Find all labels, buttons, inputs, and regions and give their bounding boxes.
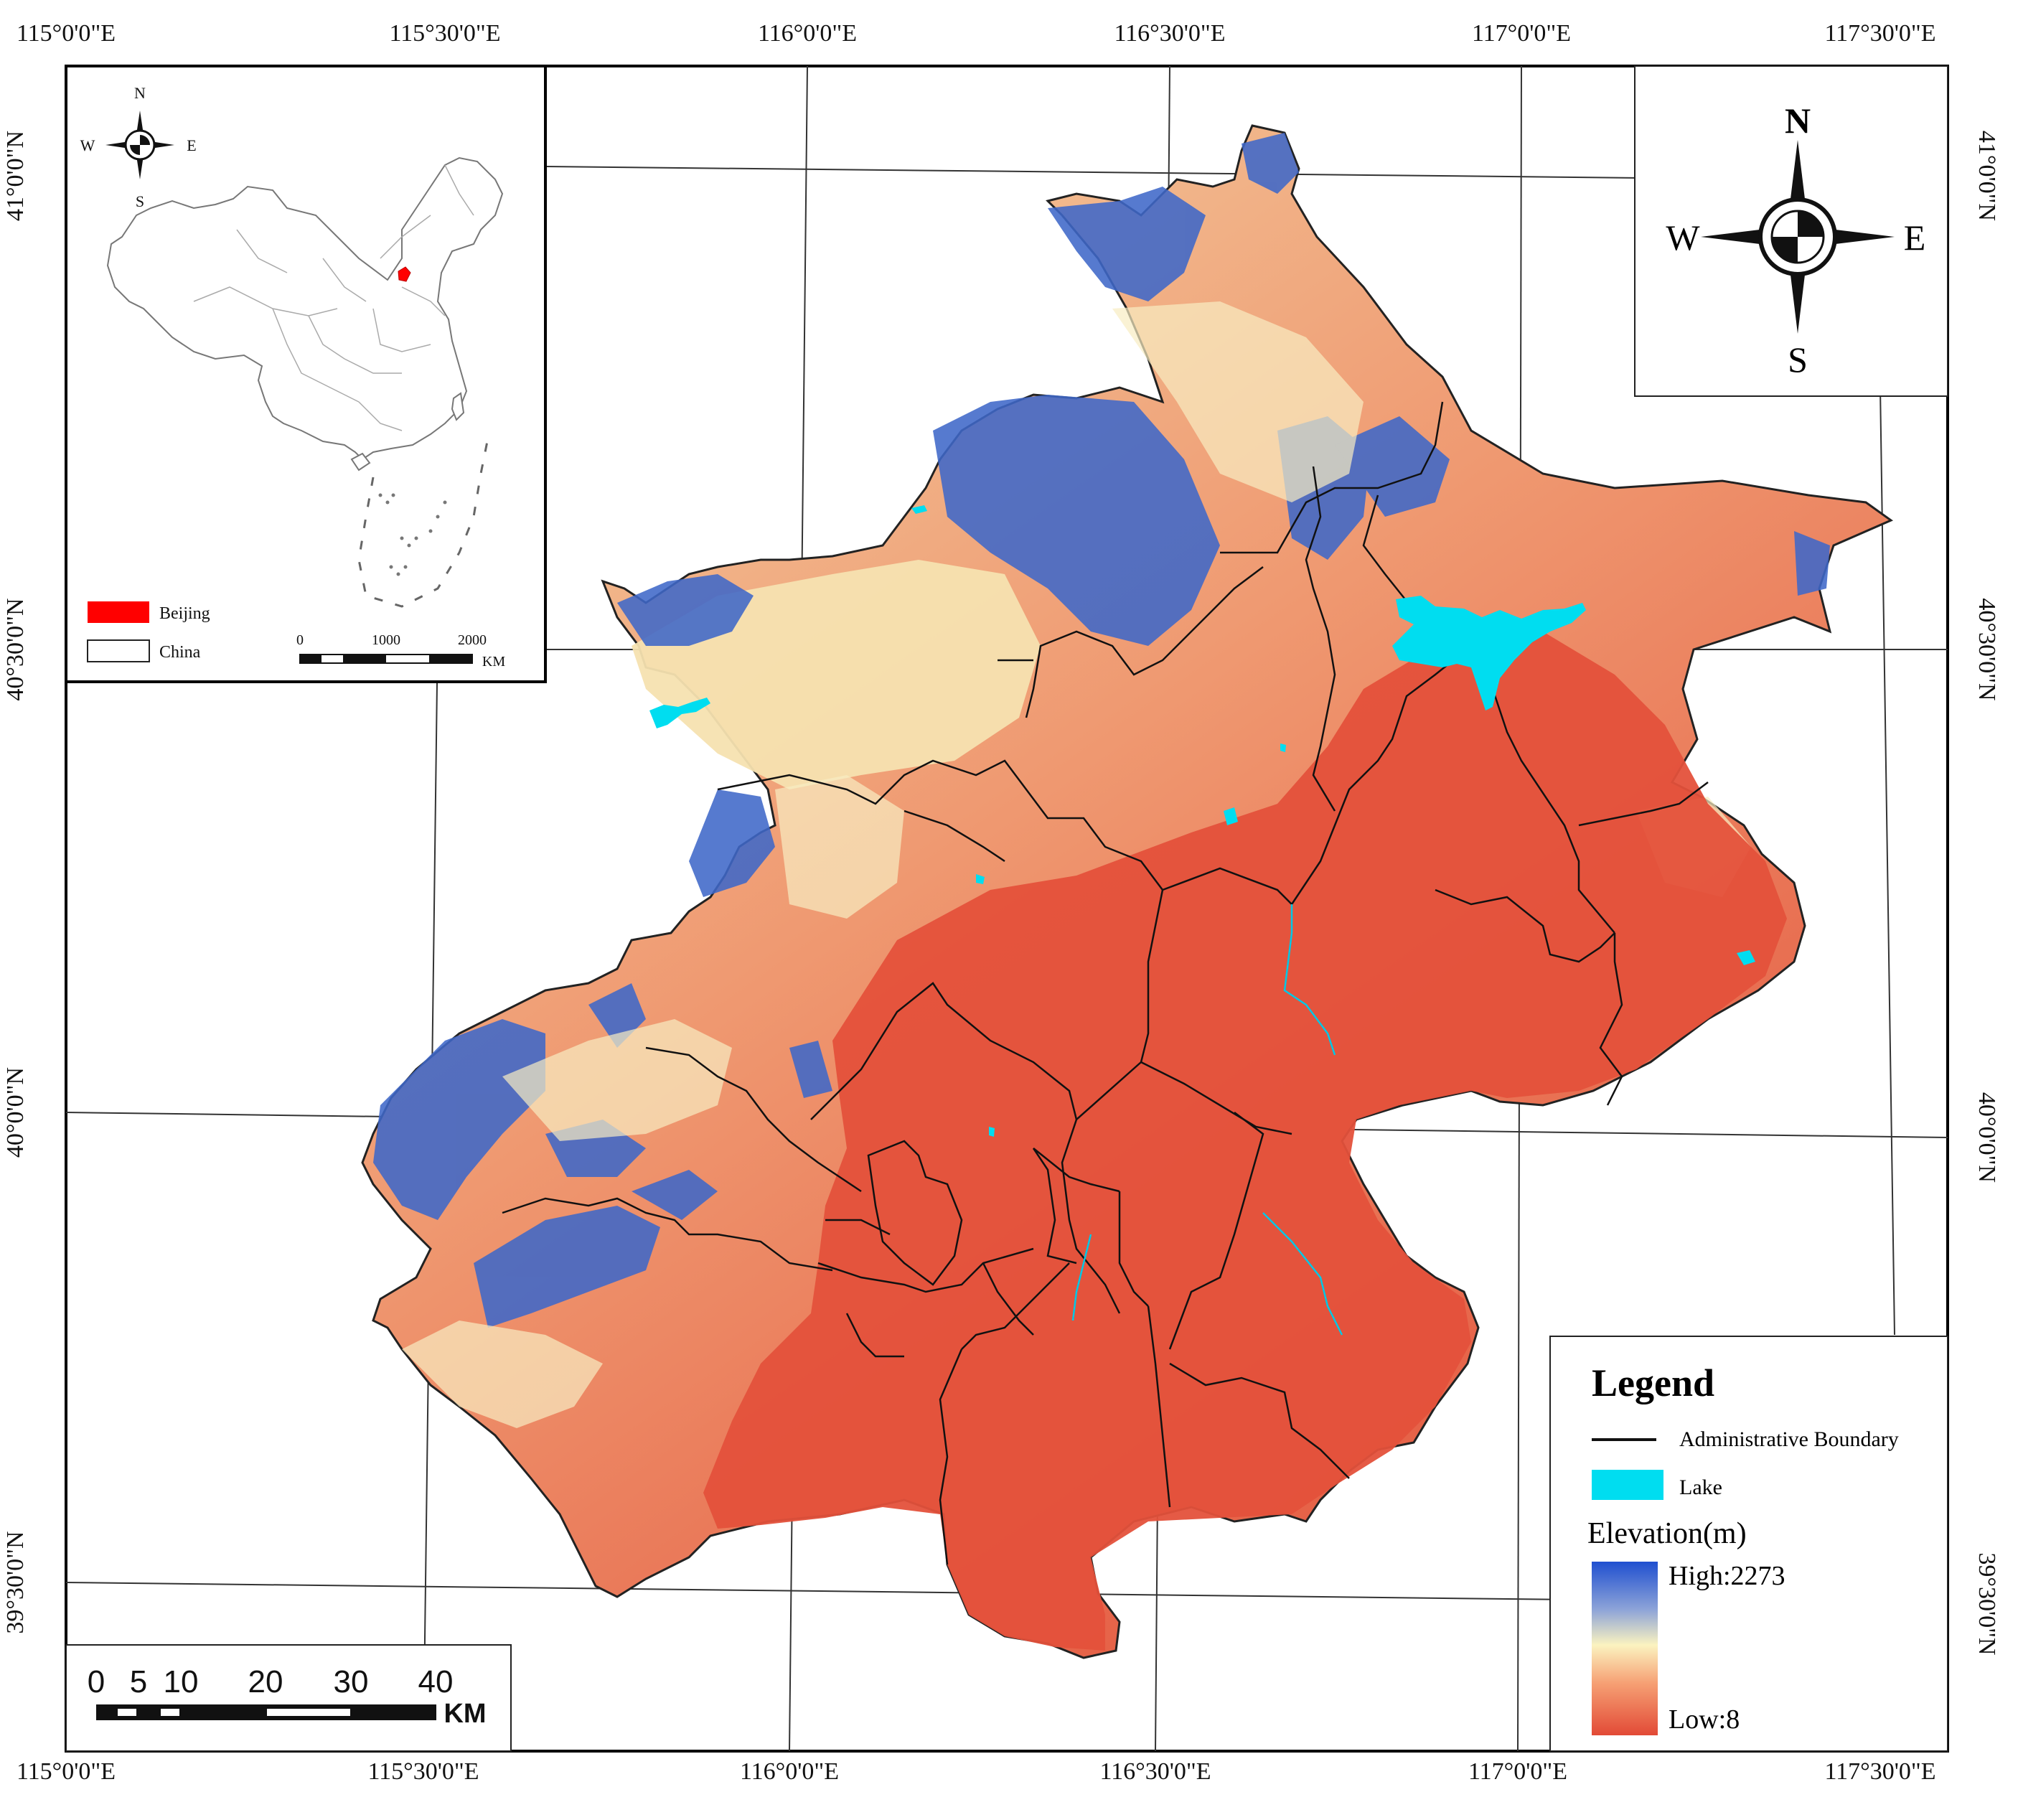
coord-left-label: 40°0'0"N xyxy=(2,1066,29,1158)
coord-bottom-label: 117°0'0"E xyxy=(1468,1758,1568,1785)
compass-n: N xyxy=(1785,100,1811,141)
coord-top-label: 115°0'0"E xyxy=(16,20,116,47)
coord-bottom-label: 115°30'0"E xyxy=(367,1758,479,1785)
legend-panel xyxy=(1549,1336,1948,1752)
inset-compass-s: S xyxy=(136,192,144,210)
compass-w: W xyxy=(1666,217,1700,258)
legend-lake-swatch xyxy=(1592,1470,1663,1500)
compass-s: S xyxy=(1788,339,1808,380)
scale-tick: 20 xyxy=(248,1664,283,1699)
compass-e: E xyxy=(1904,217,1926,258)
inset-legend-china-label: China xyxy=(159,643,201,662)
legend-elevation-ramp xyxy=(1592,1562,1658,1735)
south-china-sea-islands xyxy=(378,493,447,576)
inset-compass-w: W xyxy=(80,136,95,154)
inset-scale-tick: 0 xyxy=(296,632,304,648)
coord-bottom-label: 116°30'0"E xyxy=(1099,1758,1211,1785)
inset-scale-tick: 1000 xyxy=(372,632,400,648)
administrative-boundaries xyxy=(502,401,1709,1565)
inset-compass-rose xyxy=(105,111,174,179)
inset-compass-e: E xyxy=(187,136,196,154)
legend-low-label: Low:8 xyxy=(1669,1704,1740,1735)
coord-top-label: 115°30'0"E xyxy=(389,20,501,47)
coord-bottom-label: 116°0'0"E xyxy=(739,1758,840,1785)
legend-high-label: High:2273 xyxy=(1669,1561,1785,1591)
coord-left-label: 40°30'0"N xyxy=(2,598,29,701)
parallel-line xyxy=(545,166,1644,179)
scale-tick: 30 xyxy=(334,1664,369,1699)
legend-title: Legend xyxy=(1592,1361,1714,1404)
inset-scale-tick: 2000 xyxy=(458,632,487,648)
compass-rose xyxy=(1701,140,1895,334)
rivers xyxy=(1071,904,1343,1336)
miyun-reservoir xyxy=(1392,596,1586,710)
coord-left-label: 39°30'0"N xyxy=(2,1531,29,1634)
coord-bottom-label: 115°0'0"E xyxy=(16,1758,116,1785)
coord-right-label: 39°30'0"N xyxy=(1974,1552,2000,1656)
scale-tick: 0 xyxy=(88,1664,105,1699)
coord-right-label: 41°0'0"N xyxy=(1974,130,2000,222)
inset-legend-beijing-swatch xyxy=(88,601,149,623)
inset-compass-n: N xyxy=(134,84,146,102)
beijing-marker xyxy=(398,266,411,282)
coord-bottom-label: 117°30'0"E xyxy=(1824,1758,1936,1785)
inset-scale-unit: KM xyxy=(482,654,505,670)
coord-top-label: 116°0'0"E xyxy=(757,20,858,47)
nine-dash-line xyxy=(357,437,489,608)
lowland-plain xyxy=(703,632,1787,1651)
scale-tick: 5 xyxy=(130,1664,147,1699)
mountain-highlands xyxy=(373,133,1830,1328)
legend-lake-label: Lake xyxy=(1679,1476,1722,1499)
coord-right-label: 40°0'0"N xyxy=(1974,1092,2000,1183)
china-inset-map: N S W E Beijing China 0 1000 2000 KM xyxy=(65,65,547,683)
legend-elevation-title: Elevation(m) xyxy=(1587,1517,1747,1550)
coord-top-label: 117°30'0"E xyxy=(1824,20,1936,47)
legend-boundary-label: Administrative Boundary xyxy=(1679,1427,1899,1451)
scale-bar-panel xyxy=(65,1644,512,1752)
coord-left-label: 41°0'0"N xyxy=(2,130,29,222)
compass-panel: N S W E xyxy=(1634,65,1948,397)
inset-legend-china-swatch xyxy=(87,639,150,662)
meridian-line xyxy=(1879,387,1895,1336)
taiwan-island xyxy=(451,392,465,421)
hainan-island xyxy=(350,452,371,472)
lakes xyxy=(649,505,1755,1137)
coord-right-label: 40°30'0"N xyxy=(1974,598,2000,701)
scale-unit: KM xyxy=(444,1699,486,1729)
china-outline xyxy=(106,156,504,461)
scale-tick: 10 xyxy=(164,1664,199,1699)
inset-scale-bar xyxy=(299,654,473,664)
coord-top-label: 117°0'0"E xyxy=(1471,20,1572,47)
coord-top-label: 116°30'0"E xyxy=(1114,20,1226,47)
inset-legend-beijing-label: Beijing xyxy=(159,604,210,623)
scale-tick: 40 xyxy=(418,1664,454,1699)
